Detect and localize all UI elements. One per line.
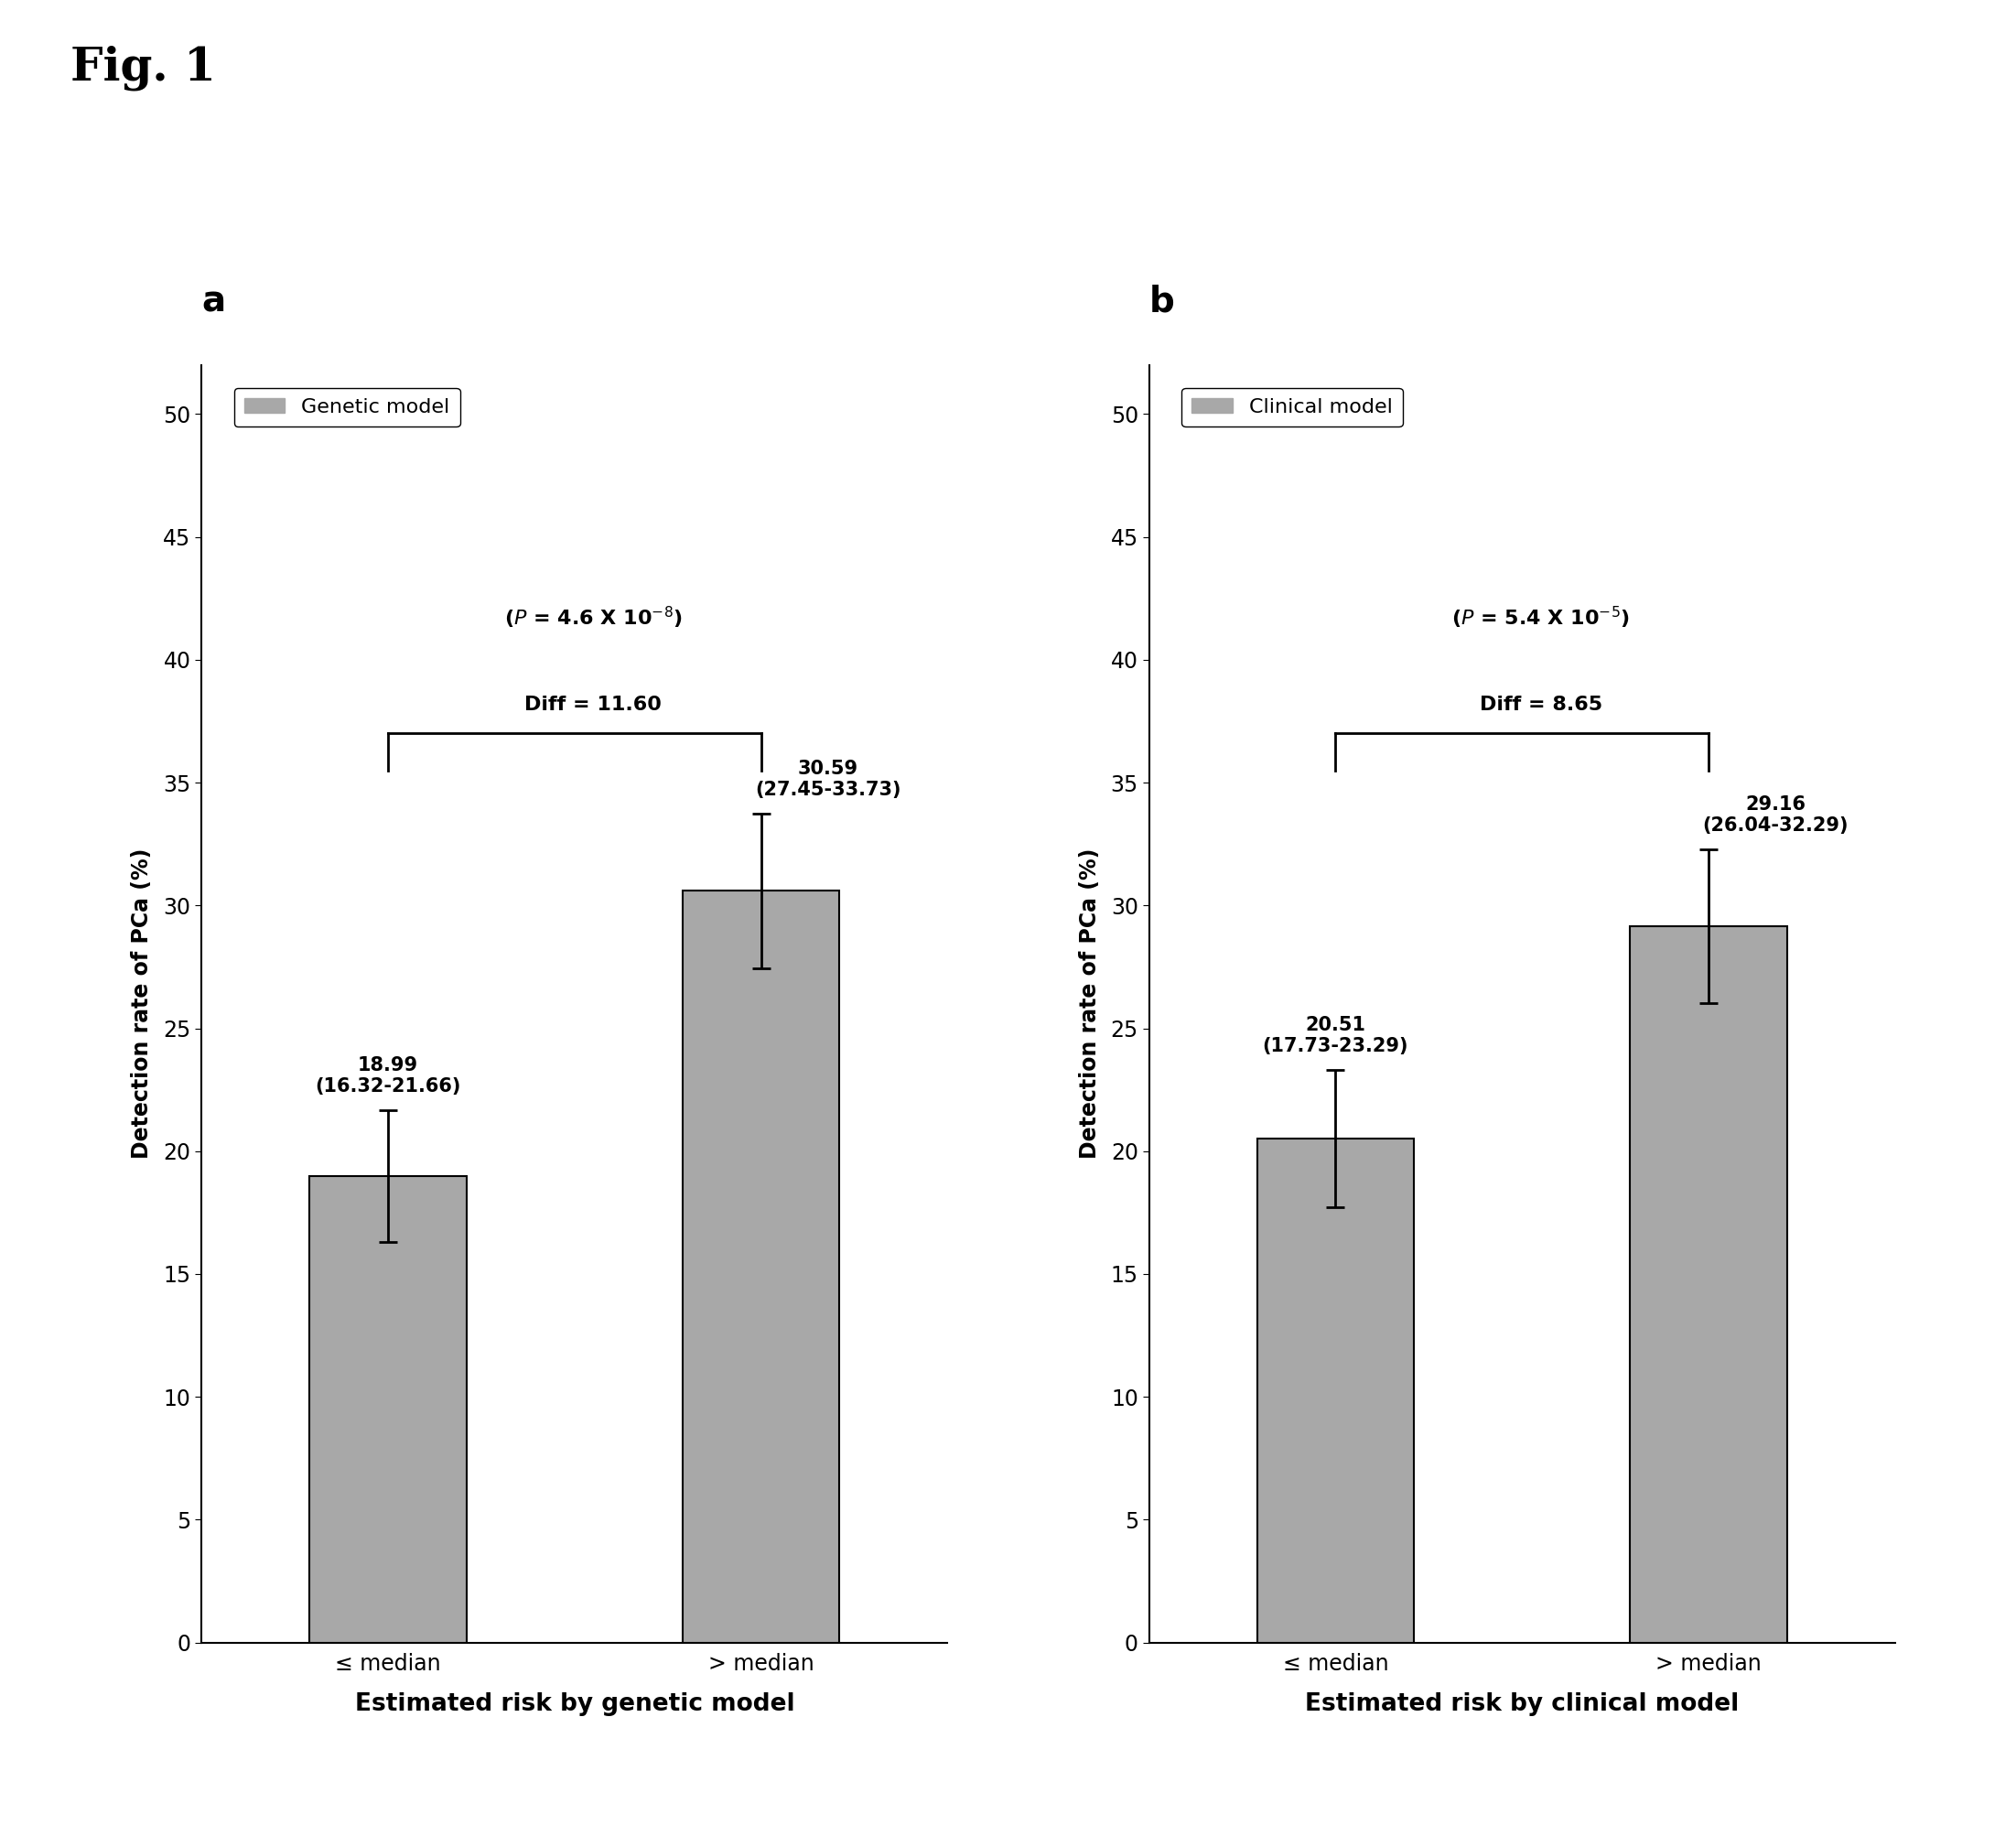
Bar [310,1175,466,1642]
X-axis label: Estimated risk by clinical model: Estimated risk by clinical model [1304,1692,1740,1716]
Text: 29.16
(26.04-32.29): 29.16 (26.04-32.29) [1704,796,1849,834]
Bar [1258,1139,1413,1643]
Y-axis label: Detection rate of PCa (%): Detection rate of PCa (%) [131,849,153,1159]
Y-axis label: Detection rate of PCa (%): Detection rate of PCa (%) [1079,849,1101,1159]
X-axis label: Estimated risk by genetic model: Estimated risk by genetic model [355,1692,794,1716]
Legend: Genetic model: Genetic model [234,389,460,427]
Text: Diff = 8.65: Diff = 8.65 [1480,695,1603,714]
Text: a: a [202,285,226,319]
Text: ($\mathit{P}$ = 5.4 X 10$^{-5}$): ($\mathit{P}$ = 5.4 X 10$^{-5}$) [1452,604,1629,630]
Legend: Clinical model: Clinical model [1181,389,1403,427]
Text: ($\mathit{P}$ = 4.6 X 10$^{-8}$): ($\mathit{P}$ = 4.6 X 10$^{-8}$) [504,604,681,630]
Text: 30.59
(27.45-33.73): 30.59 (27.45-33.73) [756,759,901,799]
Text: Diff = 11.60: Diff = 11.60 [524,695,661,714]
Text: Fig. 1: Fig. 1 [71,46,216,91]
Text: 20.51
(17.73-23.29): 20.51 (17.73-23.29) [1262,1017,1409,1055]
Bar [683,891,839,1642]
Text: 18.99
(16.32-21.66): 18.99 (16.32-21.66) [314,1057,462,1095]
Text: b: b [1149,285,1175,319]
Bar [1631,925,1786,1642]
